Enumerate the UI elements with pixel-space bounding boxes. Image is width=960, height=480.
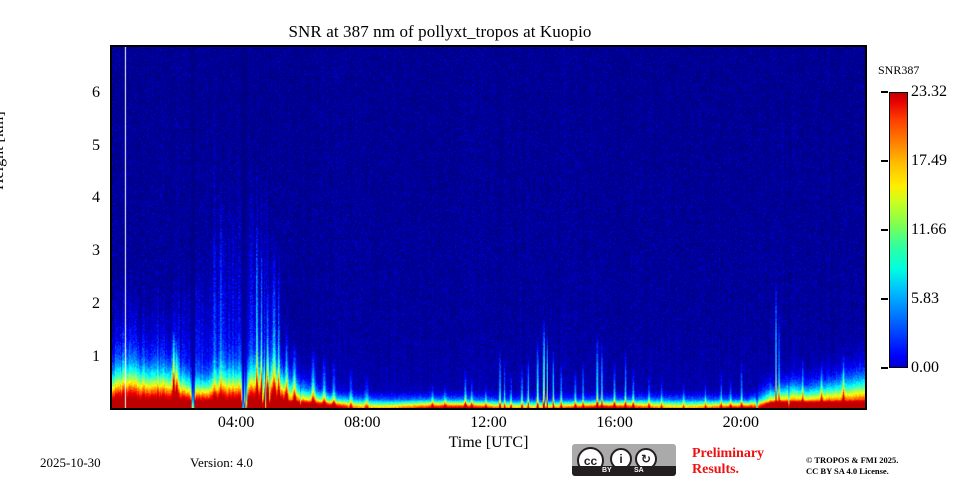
y-tick-label: 1: [92, 348, 100, 366]
preliminary-results-note: Preliminary Results.: [692, 446, 802, 478]
y-axis-label: Height [km]: [0, 111, 7, 190]
colorbar-tick-label: 5.83: [911, 290, 939, 307]
figure-date: 2025-10-30: [40, 455, 101, 470]
cc-by-label: BY: [602, 467, 612, 474]
cc-sa-label: SA: [634, 467, 644, 474]
x-tick-label: 08:00: [344, 414, 381, 431]
y-tick-label: 5: [92, 136, 100, 154]
colorbar-tick: [881, 91, 888, 93]
x-tick-label: 20:00: [722, 414, 760, 431]
colorbar-tick: [881, 160, 888, 162]
y-tick-label: 2: [92, 295, 100, 313]
cc-license-badge-icon[interactable]: cc i ↻ BY SA: [572, 444, 676, 476]
colorbar-tick-label: 0.00: [911, 359, 939, 376]
colorbar-tick-label: 17.49: [911, 152, 947, 169]
copyright-note: © TROPOS & FMI 2025. CC BY SA 4.0 Licens…: [806, 455, 898, 477]
colorbar-tick: [881, 367, 888, 369]
x-axis-label: Time [UTC]: [448, 434, 529, 451]
figure-version: Version: 4.0: [190, 455, 253, 470]
heatmap-canvas: [112, 47, 865, 408]
y-tick-label: 6: [92, 83, 100, 101]
copyright-line-1: © TROPOS & FMI 2025.: [806, 455, 899, 465]
cc-badge-bar: BY SA: [572, 466, 676, 476]
y-tick-label: 3: [92, 242, 100, 260]
colorbar-title: SNR387: [878, 63, 920, 77]
preliminary-line-2: Results.: [692, 462, 740, 477]
colorbar: [889, 92, 908, 368]
x-tick-label: 16:00: [596, 414, 633, 431]
colorbar-tick-label: 11.66: [911, 221, 947, 238]
colorbar-tick: [881, 298, 888, 300]
x-tick-label: 04:00: [217, 414, 255, 431]
chart-title: SNR at 387 nm of pollyxt_tropos at Kuopi…: [288, 22, 592, 41]
x-tick-label: 12:00: [470, 414, 507, 431]
colorbar-tick-label: 23.32: [911, 83, 947, 100]
colorbar-tick: [881, 229, 888, 231]
cc-sa-icon: ↻: [635, 448, 657, 470]
heatmap-plot-area[interactable]: [110, 45, 867, 410]
copyright-line-2: CC BY SA 4.0 License.: [806, 466, 889, 476]
y-tick-label: 4: [92, 189, 100, 207]
preliminary-line-1: Preliminary: [692, 446, 765, 461]
